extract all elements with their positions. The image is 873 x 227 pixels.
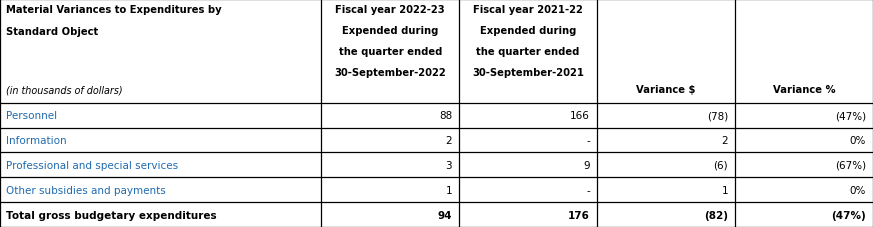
Text: 0%: 0% — [849, 136, 866, 145]
Text: the quarter ended: the quarter ended — [477, 47, 580, 57]
Text: 2: 2 — [445, 136, 452, 145]
Text: Professional and special services: Professional and special services — [6, 160, 178, 170]
Text: 30-September-2022: 30-September-2022 — [334, 68, 446, 78]
Text: the quarter ended: the quarter ended — [339, 47, 442, 57]
Text: (82): (82) — [705, 210, 728, 220]
Text: Variance $: Variance $ — [636, 84, 696, 94]
Text: 0%: 0% — [849, 185, 866, 195]
Text: Variance %: Variance % — [773, 84, 835, 94]
Text: Total gross budgetary expenditures: Total gross budgetary expenditures — [6, 210, 217, 220]
Text: 9: 9 — [583, 160, 590, 170]
Text: Material Variances to Expenditures by: Material Variances to Expenditures by — [6, 5, 222, 15]
Text: -: - — [587, 136, 590, 145]
Text: Expended during: Expended during — [342, 26, 438, 36]
Text: 94: 94 — [437, 210, 452, 220]
Text: 88: 88 — [439, 111, 452, 121]
Text: (6): (6) — [713, 160, 728, 170]
Text: (47%): (47%) — [835, 111, 866, 121]
Text: Fiscal year 2021-22: Fiscal year 2021-22 — [473, 5, 583, 15]
Text: Other subsidies and payments: Other subsidies and payments — [6, 185, 166, 195]
Text: Standard Object: Standard Object — [6, 27, 99, 37]
Text: (47%): (47%) — [831, 210, 866, 220]
Text: 166: 166 — [570, 111, 590, 121]
Text: (78): (78) — [707, 111, 728, 121]
Text: 3: 3 — [445, 160, 452, 170]
Text: -: - — [587, 185, 590, 195]
Text: Fiscal year 2022-23: Fiscal year 2022-23 — [335, 5, 445, 15]
Text: Personnel: Personnel — [6, 111, 58, 121]
Text: 1: 1 — [721, 185, 728, 195]
Text: 1: 1 — [445, 185, 452, 195]
Text: 176: 176 — [568, 210, 590, 220]
Text: 2: 2 — [721, 136, 728, 145]
Text: Expended during: Expended during — [480, 26, 576, 36]
Text: Information: Information — [6, 136, 66, 145]
Text: (in thousands of dollars): (in thousands of dollars) — [6, 85, 123, 95]
Text: (67%): (67%) — [835, 160, 866, 170]
Text: 30-September-2021: 30-September-2021 — [472, 68, 584, 78]
